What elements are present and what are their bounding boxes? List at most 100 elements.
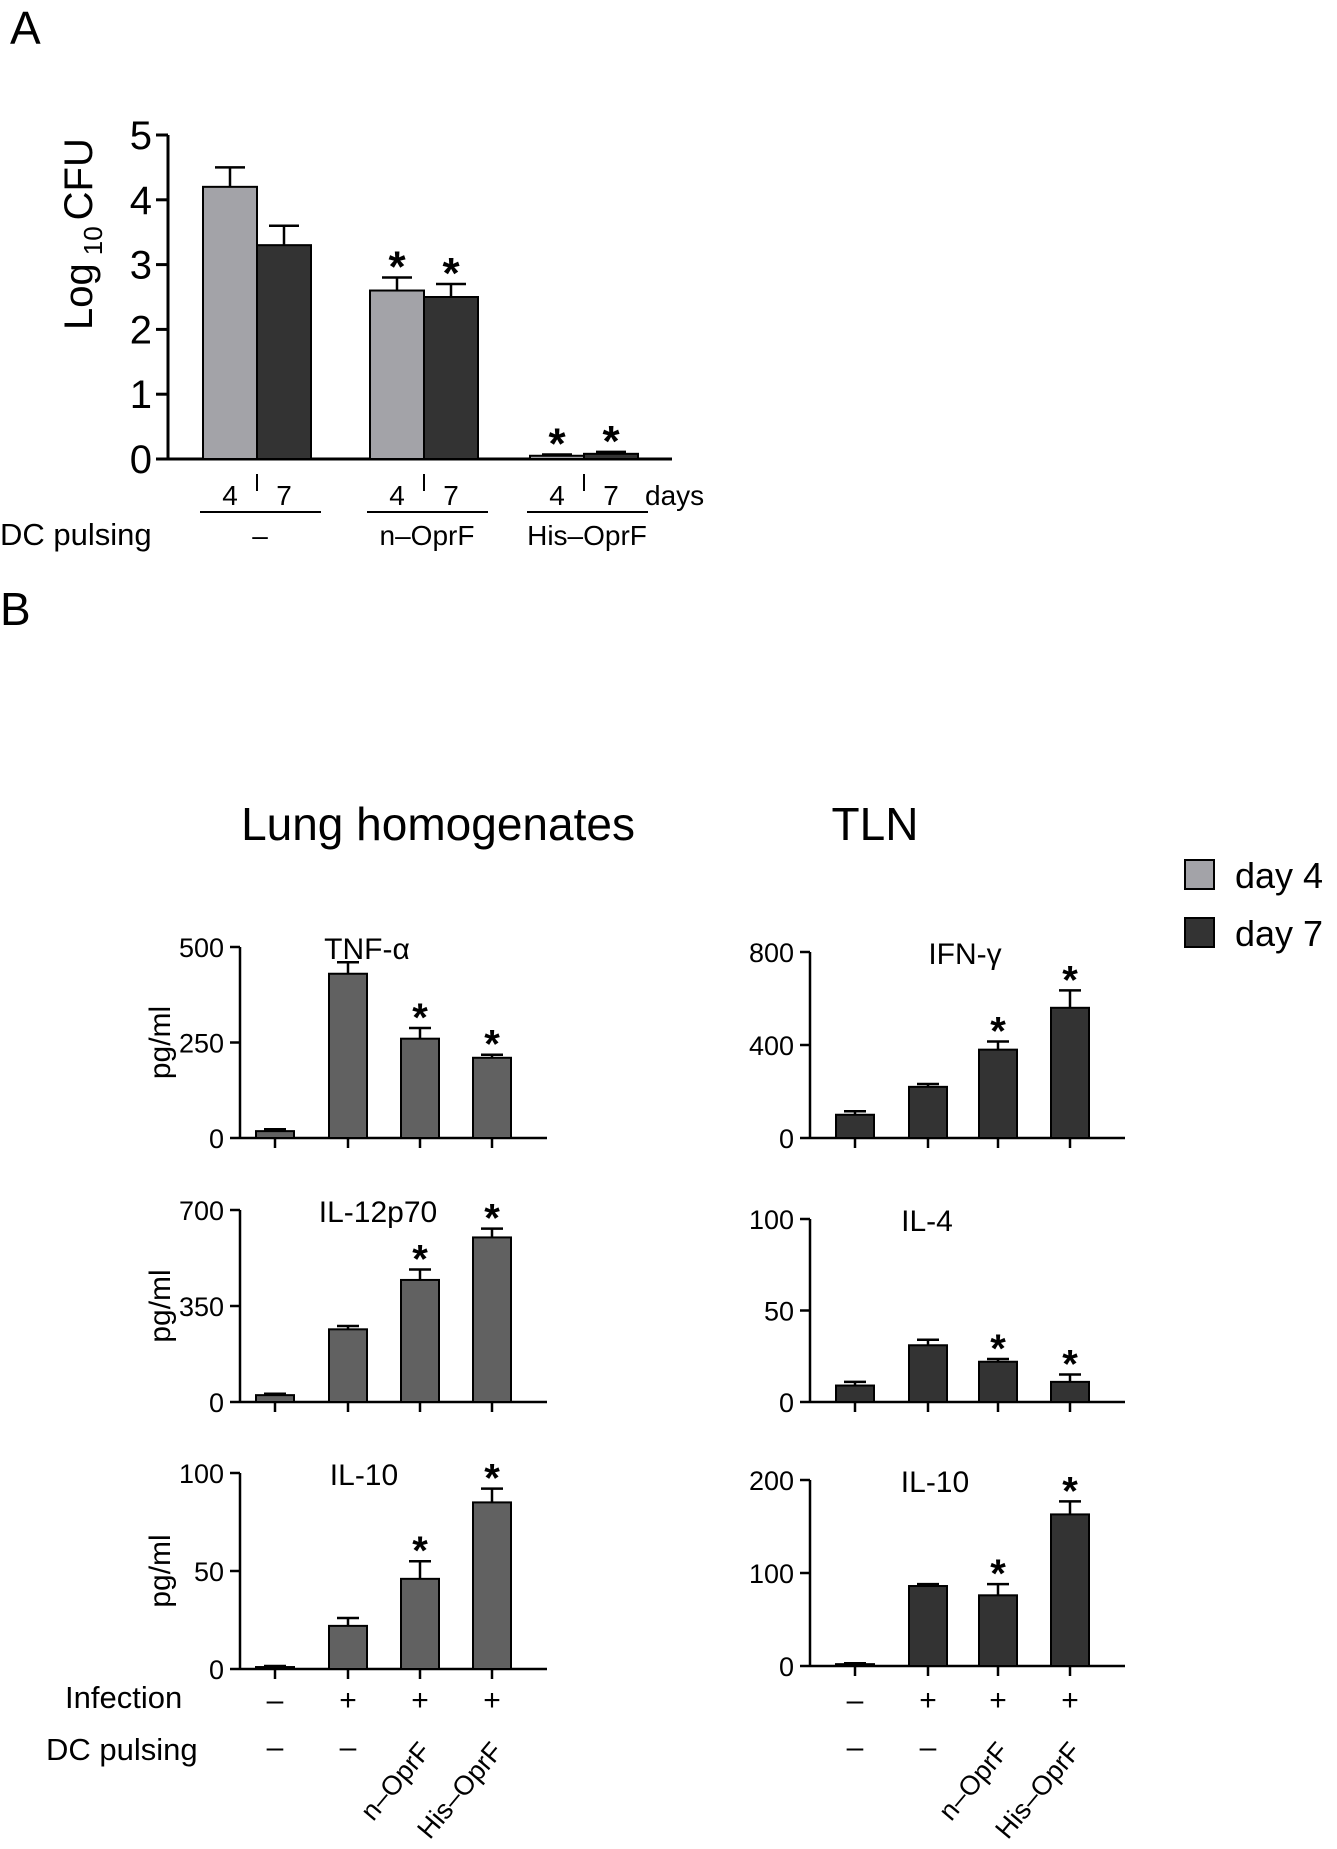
cfu-day-tick-label: 4 — [549, 480, 565, 511]
legend-swatch-day7 — [1184, 917, 1215, 948]
tln-il4-significance-star: * — [1062, 1343, 1078, 1387]
tln-il10-y-tick-label: 0 — [779, 1652, 794, 1682]
cfu-day-tick-label: 7 — [443, 480, 459, 511]
tln-title: TLN — [832, 798, 919, 850]
tln-il10-bar-2 — [908, 1585, 948, 1668]
tln-il4-significance-star: * — [990, 1327, 1006, 1371]
cfu-day-tick-label: 7 — [276, 480, 292, 511]
cfu-bar-group2-day7 — [423, 296, 479, 460]
tln-ifn-significance-star: * — [990, 1010, 1006, 1054]
tln-il4-y-tick-label: 0 — [779, 1388, 794, 1418]
tln-il4-title: IL-4 — [901, 1205, 953, 1238]
lung-tnf-bar-1 — [255, 1130, 295, 1140]
cfu-significance-star: * — [548, 419, 566, 468]
lung-tnf-title: TNF-α — [324, 933, 410, 966]
lung-il10-y-tick-label: 100 — [179, 1459, 224, 1489]
infection-label: Infection — [65, 1680, 182, 1715]
tln-ifn-y-tick-label: 0 — [779, 1124, 794, 1154]
panel-a-letter: A — [10, 2, 41, 54]
lung-il12-bar-3 — [400, 1278, 440, 1404]
tln-il10-title: IL-10 — [901, 1466, 969, 1499]
tln-il4-y-tick-label: 50 — [764, 1297, 794, 1327]
cfu-significance-star: * — [602, 417, 620, 466]
lung-il10-significance-star: * — [412, 1529, 428, 1573]
tln-il10-bar-4 — [1050, 1513, 1090, 1668]
dc-pulsing-label-b: DC pulsing — [46, 1732, 198, 1767]
dc-pulsing-value: – — [340, 1731, 357, 1764]
infection-value: + — [919, 1684, 937, 1717]
legend-label-day7: day 7 — [1235, 913, 1323, 954]
cfu-bar-group2-day4 — [369, 289, 425, 460]
lung-il12-y-tick-label: 700 — [179, 1196, 224, 1226]
cfu-dc-pulsing-group-label: – — [252, 520, 268, 551]
tln-ifn-title: IFN-γ — [928, 938, 1001, 971]
lung-il10-y-axis-label: pg/ml — [144, 1534, 177, 1607]
tln-ifn-significance-star: * — [1062, 958, 1078, 1002]
lung-tnf-bar-2 — [328, 972, 368, 1139]
dc-pulsing-value: – — [920, 1731, 937, 1764]
lung-il12p70-chart: 0 350 700 IL-12p70 pg/ml * * — [144, 1196, 547, 1418]
cfu-significance-star: * — [388, 243, 406, 292]
dc-pulsing-value: – — [267, 1731, 284, 1764]
tln-il10-y-tick-label: 200 — [749, 1466, 794, 1496]
lung-tnf-y-tick-label: 250 — [179, 1029, 224, 1059]
cfu-dc-pulsing-group-label: His–OprF — [527, 520, 647, 551]
lung-tnf-bar-3 — [400, 1037, 440, 1140]
lung-il10-significance-star: * — [484, 1457, 500, 1501]
infection-value: + — [1061, 1684, 1079, 1717]
cfu-y-tick-label: 4 — [130, 179, 152, 223]
cfu-bar-group1-day7 — [256, 244, 312, 460]
infection-value: + — [411, 1684, 429, 1717]
lung-il10-bar-4 — [472, 1501, 512, 1671]
legend: day 4 day 7 — [1184, 855, 1323, 954]
lung-il10-bar-1 — [255, 1666, 295, 1671]
infection-value: – — [267, 1684, 284, 1717]
tln-il10-chart: 0 100 200 IL-10 * * — [749, 1466, 1125, 1682]
lung-il10-chart: 0 50 100 IL-10 pg/ml * * — [144, 1457, 547, 1685]
lung-tnf-y-tick-label: 0 — [209, 1124, 224, 1154]
tln-ifn-y-tick-label: 800 — [749, 938, 794, 968]
legend-label-day4: day 4 — [1235, 855, 1323, 896]
cfu-y-axis-label: Log10CFU — [57, 138, 108, 330]
cfu-day-tick-label: 7 — [603, 480, 619, 511]
tln-il4-y-tick-label: 100 — [749, 1205, 794, 1235]
tln-il10-significance-star: * — [990, 1552, 1006, 1596]
cfu-chart: 0 1 2 3 4 5 * * * * — [130, 114, 672, 482]
cfu-y-tick-label: 1 — [130, 373, 152, 417]
panel-b-letter: B — [0, 583, 31, 635]
cfu-y-tick-label: 5 — [130, 114, 152, 158]
tln-ifn-y-tick-label: 400 — [749, 1031, 794, 1061]
lung-il10-y-tick-label: 0 — [209, 1655, 224, 1685]
tln-il10-y-tick-label: 100 — [749, 1559, 794, 1589]
dc-pulsing-value: – — [847, 1731, 864, 1764]
lung-homogenates-title: Lung homogenates — [241, 798, 635, 850]
tln-ifn-bar-2 — [908, 1085, 948, 1139]
tln-il4-bar-2 — [908, 1344, 948, 1404]
lung-il12-bar-4 — [472, 1236, 512, 1404]
tln-il10-significance-star: * — [1062, 1469, 1078, 1513]
lung-tnf-y-tick-label: 500 — [179, 933, 224, 963]
tln-il10-bar-3 — [978, 1594, 1018, 1667]
cfu-bar-group1-day4 — [202, 185, 258, 460]
lung-tnf-significance-star: * — [484, 1023, 500, 1067]
infection-value: – — [847, 1684, 864, 1717]
cfu-day-tick-label: 4 — [222, 480, 238, 511]
legend-swatch-day4 — [1184, 859, 1215, 890]
tln-ifn-bar-1 — [835, 1113, 875, 1139]
lung-il10-bar-3 — [400, 1577, 440, 1670]
lung-tnf-significance-star: * — [412, 996, 428, 1040]
lung-tnf-chart: 0 250 500 TNF-α pg/ml * * — [144, 933, 547, 1154]
lung-il12-y-axis-label: pg/ml — [144, 1269, 177, 1342]
lung-il12-significance-star: * — [412, 1238, 428, 1282]
lung-il12-title: IL-12p70 — [319, 1196, 437, 1229]
lung-il12-significance-star: * — [484, 1197, 500, 1241]
infection-value: + — [339, 1684, 357, 1717]
lung-tnf-y-axis-label: pg/ml — [144, 1006, 177, 1079]
cfu-y-tick-label: 3 — [130, 244, 152, 288]
lung-il12-y-tick-label: 350 — [179, 1292, 224, 1322]
tln-ifn-chart: 0 400 800 IFN-γ * * — [749, 938, 1125, 1154]
lung-il12-bar-1 — [255, 1394, 295, 1403]
tln-il4-bar-1 — [835, 1384, 875, 1404]
